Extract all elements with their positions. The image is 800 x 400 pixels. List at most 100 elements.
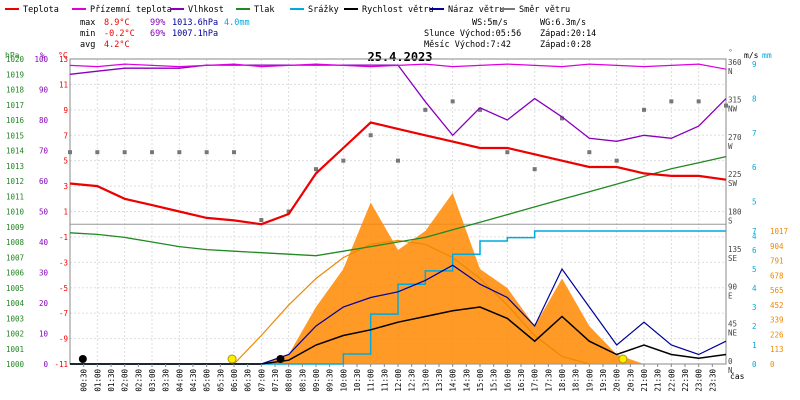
- y-tick-hpa: 1019: [6, 70, 24, 79]
- legend-label: Přízemní teplota: [90, 5, 172, 15]
- y-tick-degc: 11: [59, 80, 68, 89]
- y-tick-pct: 80: [39, 116, 49, 125]
- legend-label: Směr větru: [519, 5, 570, 15]
- legend-label: Tlak: [254, 5, 274, 15]
- x-tick-label: 14:00: [449, 369, 458, 392]
- x-tick-label: 16:00: [503, 369, 512, 392]
- x-tick-label: 16:30: [517, 369, 526, 392]
- y-tick-ms-lower: 7: [752, 227, 757, 236]
- y-tick-hpa: 1006: [6, 269, 25, 278]
- x-tick-label: 22:30: [681, 369, 690, 392]
- y-tick-pct: 50: [39, 208, 49, 217]
- y-tick-direction-name: W: [728, 142, 733, 151]
- x-tick-label: 05:00: [203, 369, 212, 392]
- x-tick-label: 02:30: [134, 369, 143, 392]
- x-tick-label: 14:30: [462, 369, 471, 392]
- y-tick-hpa: 1002: [6, 330, 24, 339]
- x-tick-label: 06:00: [230, 369, 239, 392]
- legend-label: Rychlost větru: [362, 5, 434, 15]
- x-tick-label: 04:30: [189, 369, 198, 392]
- y-tick-degc: -11: [54, 360, 68, 369]
- y-tick-mm: 339: [770, 316, 784, 325]
- series-direction-point: [204, 150, 209, 155]
- x-tick-label: 13:00: [421, 369, 430, 392]
- y-tick-pct: 10: [39, 330, 49, 339]
- y-tick-direction-name: N: [728, 67, 733, 76]
- y-tick-ms-lower: 4: [752, 284, 757, 293]
- series-ground-temp-line: [69, 63, 727, 70]
- y-tick-direction: 225: [728, 170, 742, 179]
- y-tick-ms-upper: 8: [752, 94, 757, 103]
- y-tick-direction: 45: [728, 320, 737, 329]
- stat-min-temp: -0.2°C: [104, 29, 135, 39]
- stat-moon-set: Západ:0:28: [540, 40, 591, 50]
- y-tick-degc: 9: [63, 106, 68, 115]
- y-tick-hpa: 1012: [6, 177, 24, 186]
- y-tick-mm: 0: [770, 360, 775, 369]
- y-tick-mm: 565: [770, 286, 784, 295]
- x-tick-label: 18:00: [558, 369, 567, 392]
- legend-label: Srážky: [308, 5, 339, 15]
- y-tick-mm: 904: [770, 242, 784, 251]
- stat-max-label: max: [80, 18, 95, 28]
- x-tick-label: 18:30: [572, 369, 581, 392]
- y-tick-hpa: 1005: [6, 284, 24, 293]
- stat-wg: WG:6.3m/s: [540, 18, 586, 28]
- x-tick-label: 12:30: [408, 369, 417, 392]
- y-tick-pct: 40: [39, 238, 49, 247]
- series-direction-point: [68, 150, 72, 155]
- series-direction-point: [314, 167, 318, 172]
- x-tick-label: 15:30: [490, 369, 499, 392]
- y-tick-ms-lower: 5: [752, 265, 757, 274]
- stat-max-hum: 99%: [150, 18, 165, 28]
- series-pressure-line: [69, 155, 727, 257]
- legend-item: Směr větru: [501, 5, 570, 15]
- series-direction-point: [450, 99, 455, 104]
- stat-avg-label: avg: [80, 40, 95, 50]
- y-tick-hpa: 1009: [6, 223, 24, 232]
- x-tick-label: 20:00: [613, 369, 622, 392]
- y-tick-degc: 3: [63, 182, 68, 191]
- x-tick-label: 19:00: [585, 369, 594, 392]
- stat-sun-set: Západ:20:14: [540, 29, 596, 39]
- x-tick-label: 07:30: [271, 369, 280, 392]
- x-tick-label: 17:00: [531, 369, 540, 392]
- x-tick-label: 08:00: [285, 369, 294, 392]
- y-tick-hpa: 1003: [6, 314, 24, 323]
- moonset-marker: [78, 355, 87, 363]
- y-tick-direction-name: E: [728, 291, 733, 300]
- series-direction-point: [642, 107, 646, 112]
- y-tick-pct: 100: [34, 55, 48, 64]
- series-direction-point: [232, 150, 236, 155]
- series-direction-point: [505, 150, 510, 155]
- y-tick-hpa: 1017: [6, 101, 24, 110]
- x-tick-label: 12:00: [394, 369, 403, 392]
- y-tick-hpa: 1010: [6, 208, 25, 217]
- y-tick-direction: 180: [728, 208, 742, 217]
- series-direction-point: [177, 150, 182, 155]
- y-tick-degc: 1: [63, 208, 68, 217]
- x-tick-label: 17:30: [544, 369, 553, 392]
- axis-units: hPa % °C ° m/s mm čas: [5, 48, 772, 381]
- x-tick-label: 23:00: [695, 369, 704, 392]
- sunset-marker: [618, 354, 628, 364]
- x-tick-label: 13:30: [435, 369, 444, 392]
- y-tick-mm: 678: [770, 271, 784, 280]
- stat-max-rain: 4.0mm: [224, 18, 250, 28]
- y-tick-hpa: 1018: [6, 86, 25, 95]
- series-direction-point: [614, 158, 619, 163]
- x-tick-label: 05:30: [216, 369, 225, 392]
- series-direction-point: [532, 167, 537, 172]
- x-tick-label: 09:00: [312, 369, 321, 392]
- stat-min-press: 1007.1hPa: [172, 29, 218, 39]
- series-direction-point: [341, 158, 346, 163]
- x-tick-label: 19:30: [599, 369, 608, 392]
- legend: Teplota Přízemní teplota Vlhkost Tlak Srážky…: [5, 5, 570, 15]
- y-tick-ms-upper: 7: [752, 129, 757, 138]
- y-tick-hpa: 1011: [6, 192, 24, 201]
- y-tick-pct: 60: [39, 177, 49, 186]
- stats-panel: max 8.9°C 99% 1013.6hPa 4.0mm min -0.2°C…: [80, 18, 596, 50]
- x-tick-label: 11:00: [367, 369, 376, 392]
- y-tick-direction: 315: [728, 95, 742, 104]
